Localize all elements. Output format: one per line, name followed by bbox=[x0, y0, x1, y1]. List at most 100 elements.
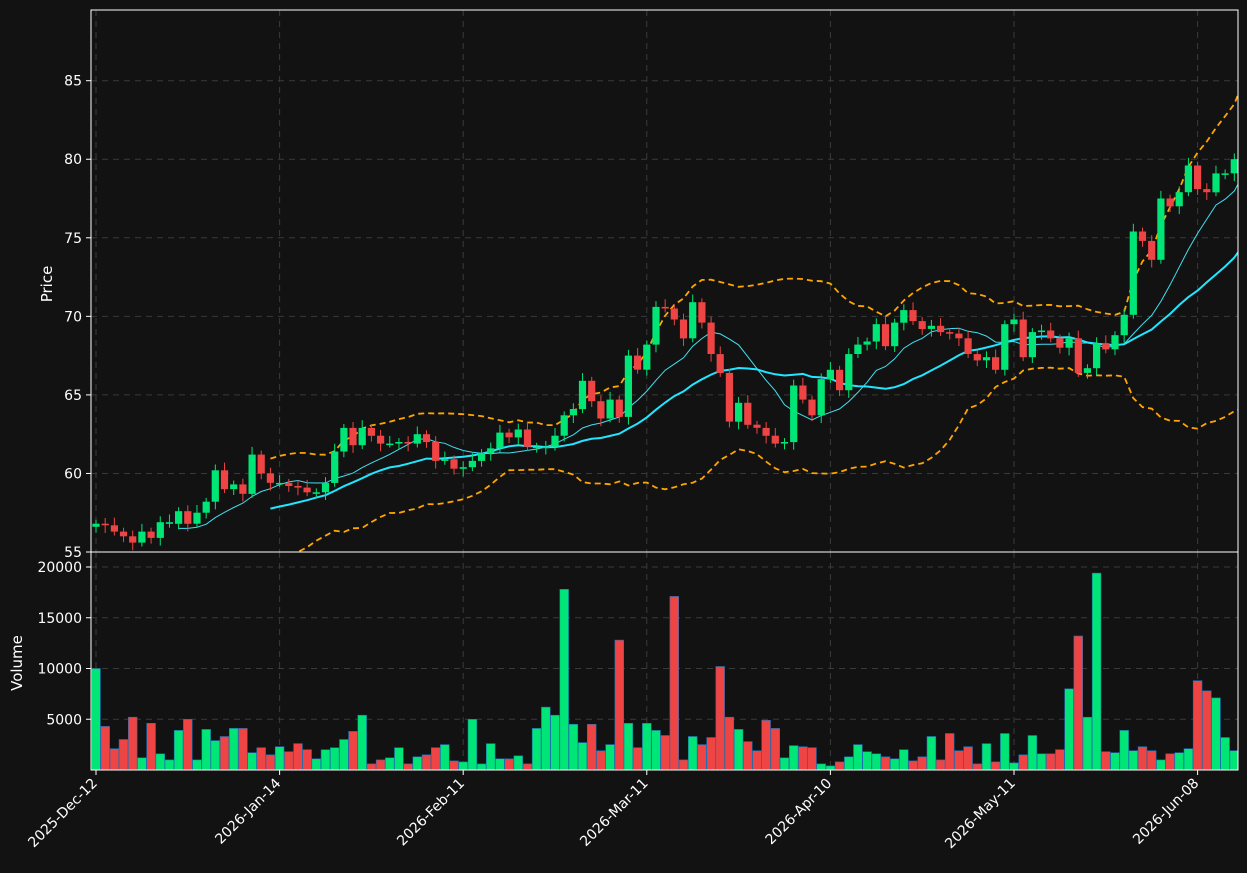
price-tick-label: 85 bbox=[64, 74, 82, 90]
candle-body bbox=[1203, 189, 1211, 193]
volume-bar bbox=[1064, 688, 1074, 770]
candle-body bbox=[441, 459, 449, 461]
candle-body bbox=[845, 354, 853, 391]
volume-bar bbox=[770, 728, 781, 770]
volume-bar bbox=[339, 739, 349, 770]
volume-bar bbox=[1110, 752, 1120, 770]
volume-bar bbox=[238, 728, 248, 770]
volume-bar bbox=[192, 759, 202, 770]
volume-bar bbox=[880, 756, 891, 770]
volume-bar bbox=[798, 746, 808, 770]
volume-bar bbox=[1128, 750, 1139, 770]
volume-bar bbox=[605, 744, 615, 770]
candle-body bbox=[762, 427, 770, 436]
candle-body bbox=[1093, 343, 1101, 369]
volume-bar bbox=[1165, 753, 1175, 770]
candle-body bbox=[1138, 231, 1147, 241]
volume-bar bbox=[467, 718, 478, 770]
price-axis-label: Price bbox=[38, 266, 56, 303]
candle-body bbox=[101, 523, 109, 526]
volume-bar bbox=[1119, 730, 1129, 770]
candle-body bbox=[872, 324, 880, 342]
candle-body bbox=[900, 310, 908, 323]
volume-bar bbox=[697, 744, 707, 770]
candle-body bbox=[110, 525, 118, 532]
volume-bar bbox=[320, 749, 331, 770]
volume-bar bbox=[981, 743, 992, 770]
candle-body bbox=[1065, 338, 1073, 348]
candle-body bbox=[257, 454, 265, 474]
candle-body bbox=[1028, 332, 1036, 358]
candle-body bbox=[1212, 173, 1220, 193]
candle-body bbox=[459, 467, 467, 469]
volume-bar bbox=[642, 722, 652, 770]
candle-body bbox=[643, 344, 651, 370]
candle-body bbox=[670, 308, 678, 320]
candle-body bbox=[1010, 319, 1018, 325]
volume-bar bbox=[1156, 759, 1166, 770]
volume-bar bbox=[743, 741, 753, 770]
candle-body bbox=[606, 399, 614, 419]
volume-bar bbox=[926, 736, 937, 770]
candle-body bbox=[1175, 192, 1183, 207]
candle-body bbox=[946, 332, 954, 334]
volume-bar bbox=[449, 760, 459, 770]
candle-body bbox=[1047, 330, 1055, 339]
candle-body bbox=[276, 482, 284, 485]
candle-body bbox=[854, 344, 862, 354]
candle-body bbox=[321, 482, 330, 493]
volume-tick-label: 10000 bbox=[37, 662, 82, 678]
candles-layer bbox=[92, 153, 1238, 551]
volume-bar bbox=[247, 752, 257, 770]
volume-bar bbox=[715, 666, 725, 770]
candle-body bbox=[689, 302, 697, 339]
candle-body bbox=[129, 536, 137, 543]
candle-body bbox=[239, 484, 247, 494]
candle-body bbox=[386, 443, 394, 446]
candle-body bbox=[1148, 240, 1156, 260]
volume-bar bbox=[541, 706, 551, 770]
candle-body bbox=[992, 357, 1000, 370]
candle-body bbox=[863, 341, 871, 345]
price-tick-label: 80 bbox=[64, 152, 82, 168]
volume-bar bbox=[91, 668, 101, 770]
candle-body bbox=[193, 512, 201, 524]
candle-body bbox=[1221, 173, 1229, 175]
volume-bar bbox=[1055, 749, 1065, 770]
volume-bar bbox=[1137, 746, 1148, 770]
volume-bar bbox=[357, 714, 367, 770]
volume-bar bbox=[596, 750, 606, 770]
volume-bar bbox=[229, 728, 239, 770]
volume-bar bbox=[1147, 750, 1157, 770]
candle-body bbox=[1102, 343, 1110, 350]
candle-body bbox=[588, 380, 596, 402]
candle-body bbox=[395, 442, 403, 444]
volume-bar bbox=[504, 758, 514, 770]
volume-bar bbox=[1229, 750, 1238, 770]
candle-body bbox=[1001, 324, 1009, 370]
volume-tick-label: 20000 bbox=[37, 560, 82, 576]
candle-body bbox=[817, 379, 825, 416]
candle-body bbox=[1184, 165, 1192, 193]
volume-bar bbox=[1046, 753, 1056, 770]
candle-body bbox=[230, 484, 238, 490]
price-tick-label: 60 bbox=[64, 466, 82, 482]
candle-body bbox=[523, 429, 532, 447]
volume-bar bbox=[963, 746, 973, 770]
volume-bar bbox=[118, 739, 129, 770]
volume-bar bbox=[632, 747, 643, 770]
candle-body bbox=[496, 432, 504, 449]
candle-body bbox=[432, 442, 440, 461]
candle-body bbox=[468, 460, 476, 468]
candle-body bbox=[698, 302, 706, 323]
volume-bar bbox=[293, 743, 303, 770]
volume-bar bbox=[871, 753, 882, 770]
candle-body bbox=[340, 427, 348, 452]
volume-bar bbox=[1027, 735, 1038, 770]
candle-body bbox=[505, 432, 513, 438]
price-tick-label: 70 bbox=[64, 309, 82, 325]
price-tick-label: 55 bbox=[64, 545, 82, 561]
candle-body bbox=[891, 322, 899, 347]
candle-body bbox=[165, 522, 173, 524]
